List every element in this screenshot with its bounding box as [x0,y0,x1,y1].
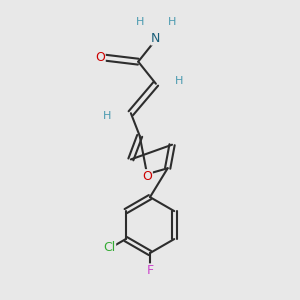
Text: H: H [103,111,112,121]
Text: Cl: Cl [103,241,115,254]
Text: H: H [175,76,184,86]
Text: H: H [136,17,144,27]
Text: N: N [151,32,160,45]
Text: O: O [142,170,152,183]
Text: F: F [146,264,154,277]
Text: O: O [95,51,105,64]
Text: H: H [168,17,176,27]
